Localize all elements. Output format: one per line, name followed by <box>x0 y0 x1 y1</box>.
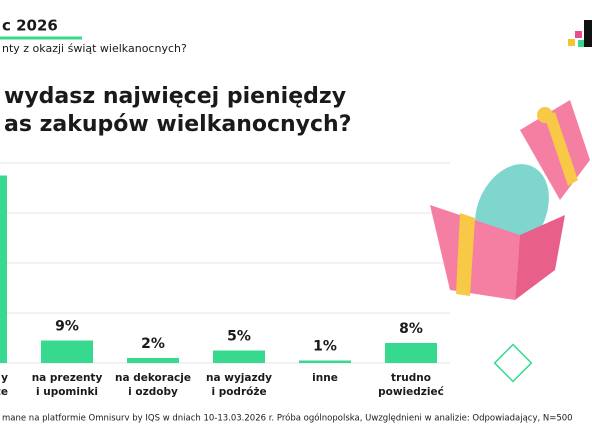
x-tick-label: i upominki <box>36 386 98 398</box>
x-tick-label: inne <box>312 372 338 384</box>
value-label: 5% <box>227 329 251 345</box>
x-tick-label: że <box>0 386 8 398</box>
x-tick-label: y <box>1 372 8 384</box>
chart-title: wydasz najwięcej pieniędzy <box>4 84 346 109</box>
bar <box>41 340 93 363</box>
value-label: 8% <box>399 321 423 337</box>
bar <box>299 360 351 363</box>
x-tick-label: na prezenty <box>32 372 103 384</box>
bar <box>127 358 179 363</box>
value-label: 1% <box>313 339 337 355</box>
x-tick-label: powiedzieć <box>378 386 444 398</box>
chart-title: as zakupów wielkanocnych? <box>4 112 351 137</box>
x-tick-label: na wyjazdy <box>206 372 272 384</box>
bar <box>0 175 7 363</box>
value-label: 2% <box>141 336 165 352</box>
question: nty z okazji świąt wielkanocnych? <box>2 42 187 55</box>
tag: c 2026 <box>2 17 58 35</box>
logo <box>568 20 592 47</box>
x-tick-label: na dekoracje <box>115 372 191 384</box>
gift-illustration <box>430 100 590 383</box>
footer: mane na platformie Omnisurv by IQS w dni… <box>2 413 573 424</box>
bar <box>213 350 265 363</box>
x-tick-label: i podróże <box>211 386 266 398</box>
x-tick-label: i ozdoby <box>128 386 178 398</box>
x-tick-label: trudno <box>391 372 431 384</box>
bar <box>385 343 437 363</box>
value-label: 9% <box>55 319 79 335</box>
